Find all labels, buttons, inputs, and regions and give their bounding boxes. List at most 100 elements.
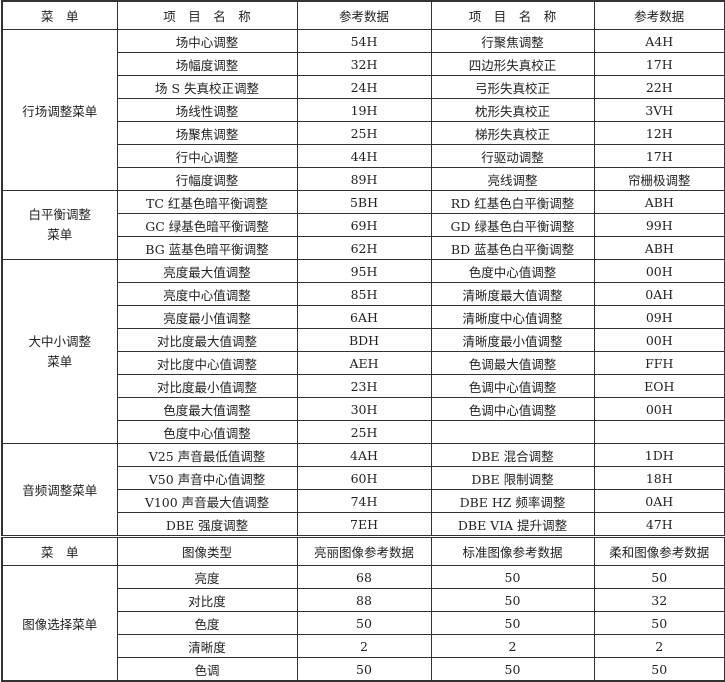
item-name-2-cell: 清晰度最小值调整 bbox=[430, 328, 595, 352]
table-row: V100 声音最大值调整 74H DBE HZ 频率调整 0AH bbox=[2, 489, 725, 513]
ref-value-cell: 23H bbox=[296, 374, 432, 398]
table-row: 大中小调整菜单 亮度最大值调整 95H 色度中心值调整 00H bbox=[1, 259, 725, 444]
ref-value-2-cell: 22H bbox=[593, 75, 725, 99]
vivid-value-cell: 50 bbox=[296, 657, 432, 682]
ref-value-cell: 32H bbox=[296, 52, 432, 76]
header-ref2: 参考数据 bbox=[593, 0, 725, 30]
image-type-cell: 清晰度 bbox=[116, 634, 298, 658]
item-name-2-cell: 亮线调整 bbox=[430, 167, 595, 191]
item-name-cell: 行中心调整 bbox=[116, 144, 298, 168]
header-item: 项 目 名 称 bbox=[116, 0, 298, 30]
item-name-cell: 对比度最大值调整 bbox=[116, 328, 298, 352]
ref-value-2-cell: 0AH bbox=[593, 489, 725, 513]
soft-value-cell: 2 bbox=[593, 634, 725, 658]
ref-value-cell: 69H bbox=[296, 213, 432, 237]
image-type-cell: 色调 bbox=[116, 657, 298, 682]
table-row: 色度中心值调整 25H bbox=[2, 420, 725, 444]
ref-value-cell: 60H bbox=[296, 466, 432, 490]
ref-value-cell: 25H bbox=[296, 121, 432, 145]
item-name-2-cell: 行驱动调整 bbox=[430, 144, 595, 168]
ref-value-cell: 54H bbox=[296, 29, 432, 53]
ref-value-2-cell: 00H bbox=[593, 328, 725, 352]
standard-value-cell: 50 bbox=[430, 565, 595, 589]
header-item2: 项 目 名 称 bbox=[430, 0, 595, 30]
ref-value-cell: 6AH bbox=[296, 305, 432, 329]
table-row: 色度 50 50 50 bbox=[2, 611, 725, 635]
ref-value-2-cell: 0AH bbox=[593, 282, 725, 306]
vivid-value-cell: 88 bbox=[296, 588, 432, 612]
table-row: 行场调整菜单 场中心调整 54H 行聚焦调整 A4H bbox=[1, 29, 725, 191]
ref-value-2-cell: 帘栅极调整 bbox=[593, 167, 725, 191]
ref-value-2-cell: 17H bbox=[593, 144, 725, 168]
item-name-cell: 亮度最大值调整 bbox=[116, 259, 298, 283]
vivid-value-cell: 68 bbox=[296, 565, 432, 589]
item-name-cell: 色度最大值调整 bbox=[116, 397, 298, 421]
menu-name-cell: 大中小调整菜单 bbox=[1, 259, 118, 444]
item-name-2-cell: 色调最大值调整 bbox=[430, 351, 595, 375]
item-name-cell: 场聚焦调整 bbox=[116, 121, 298, 145]
ref-value-2-cell: ABH bbox=[593, 236, 725, 260]
item-name-cell: BG 蓝基色暗平衡调整 bbox=[116, 236, 298, 260]
ref-value-2-cell: 09H bbox=[593, 305, 725, 329]
header-image-type: 图像类型 bbox=[116, 535, 298, 566]
table-row: 行中心调整 44H 行驱动调整 17H bbox=[2, 144, 725, 168]
vivid-value-cell: 50 bbox=[296, 611, 432, 635]
item-name-cell: V50 声音中心值调整 bbox=[116, 466, 298, 490]
item-name-cell: 亮度中心值调整 bbox=[116, 282, 298, 306]
header-standard: 标准图像参考数据 bbox=[430, 535, 595, 566]
table-row: 行幅度调整 89H 亮线调整 帘栅极调整 bbox=[2, 167, 725, 191]
item-name-2-cell: 色调中心值调整 bbox=[430, 374, 595, 398]
soft-value-cell: 50 bbox=[593, 657, 725, 682]
item-name-2-cell: 梯形失真校正 bbox=[430, 121, 595, 145]
ref-value-2-cell: 99H bbox=[593, 213, 725, 237]
table-row: 对比度最大值调整 BDH 清晰度最小值调整 00H bbox=[2, 328, 725, 352]
item-name-2-cell: DBE VIA 提升调整 bbox=[430, 512, 595, 537]
ref-value-cell: BDH bbox=[296, 328, 432, 352]
menu-name-cell: 白平衡调整菜单 bbox=[1, 190, 118, 260]
item-name-cell: DBE 强度调整 bbox=[116, 512, 298, 537]
item-name-cell: 场中心调整 bbox=[116, 29, 298, 53]
item-name-cell: TC 红基色暗平衡调整 bbox=[116, 190, 298, 214]
item-name-2-cell: 色调中心值调整 bbox=[430, 397, 595, 421]
item-name-cell: 亮度最小值调整 bbox=[116, 305, 298, 329]
standard-value-cell: 50 bbox=[430, 611, 595, 635]
item-name-2-cell bbox=[430, 420, 595, 444]
ref-value-cell: 5BH bbox=[296, 190, 432, 214]
ref-value-2-cell bbox=[593, 420, 725, 444]
item-name-cell: V100 声音最大值调整 bbox=[116, 489, 298, 513]
item-name-2-cell: 行聚焦调整 bbox=[430, 29, 595, 53]
ref-value-2-cell: 17H bbox=[593, 52, 725, 76]
ref-value-cell: 24H bbox=[296, 75, 432, 99]
ref-value-cell: 30H bbox=[296, 397, 432, 421]
ref-value-cell: 19H bbox=[296, 98, 432, 122]
table-row: 白平衡调整菜单 TC 红基色暗平衡调整 5BH RD 红基色白平衡调整 ABH bbox=[1, 190, 725, 260]
item-name-2-cell: DBE 限制调整 bbox=[430, 466, 595, 490]
table-row: DBE 强度调整 7EH DBE VIA 提升调整 47H bbox=[2, 512, 725, 537]
ref-value-cell: 89H bbox=[296, 167, 432, 191]
ref-value-2-cell: 00H bbox=[593, 259, 725, 283]
ref-value-cell: AEH bbox=[296, 351, 432, 375]
vivid-value-cell: 2 bbox=[296, 634, 432, 658]
ref-value-2-cell: EOH bbox=[593, 374, 725, 398]
item-name-cell: 场 S 失真校正调整 bbox=[116, 75, 298, 99]
item-name-2-cell: DBE 混合调整 bbox=[430, 443, 595, 467]
table-row: 音频调整菜单 V25 声音最低值调整 4AH DBE 混合调整 1DH bbox=[1, 443, 725, 537]
ref-value-cell: 25H bbox=[296, 420, 432, 444]
ref-value-2-cell: A4H bbox=[593, 29, 725, 53]
header-menu: 菜 单 bbox=[1, 0, 118, 30]
header-menu: 菜 单 bbox=[1, 535, 118, 566]
menu-name-cell: 音频调整菜单 bbox=[1, 443, 118, 537]
header-row: 菜 单 项 目 名 称 参考数据 项 目 名 称 参考数据 bbox=[1, 0, 725, 30]
table-row: 清晰度 2 2 2 bbox=[2, 634, 725, 658]
item-name-2-cell: 四边形失真校正 bbox=[430, 52, 595, 76]
image-type-cell: 亮度 bbox=[116, 565, 298, 589]
ref-value-2-cell: 18H bbox=[593, 466, 725, 490]
image-header-row: 菜 单图像类型 亮丽图像参考数据 标准图像参考数据 柔和图像参考数据 bbox=[1, 535, 725, 566]
standard-value-cell: 2 bbox=[430, 634, 595, 658]
item-name-cell: 对比度最小值调整 bbox=[116, 374, 298, 398]
ref-value-cell: 44H bbox=[296, 144, 432, 168]
table-row: 对比度中心值调整 AEH 色调最大值调整 FFH bbox=[2, 351, 725, 375]
ref-value-cell: 85H bbox=[296, 282, 432, 306]
ref-value-2-cell: FFH bbox=[593, 351, 725, 375]
ref-value-cell: 4AH bbox=[296, 443, 432, 467]
